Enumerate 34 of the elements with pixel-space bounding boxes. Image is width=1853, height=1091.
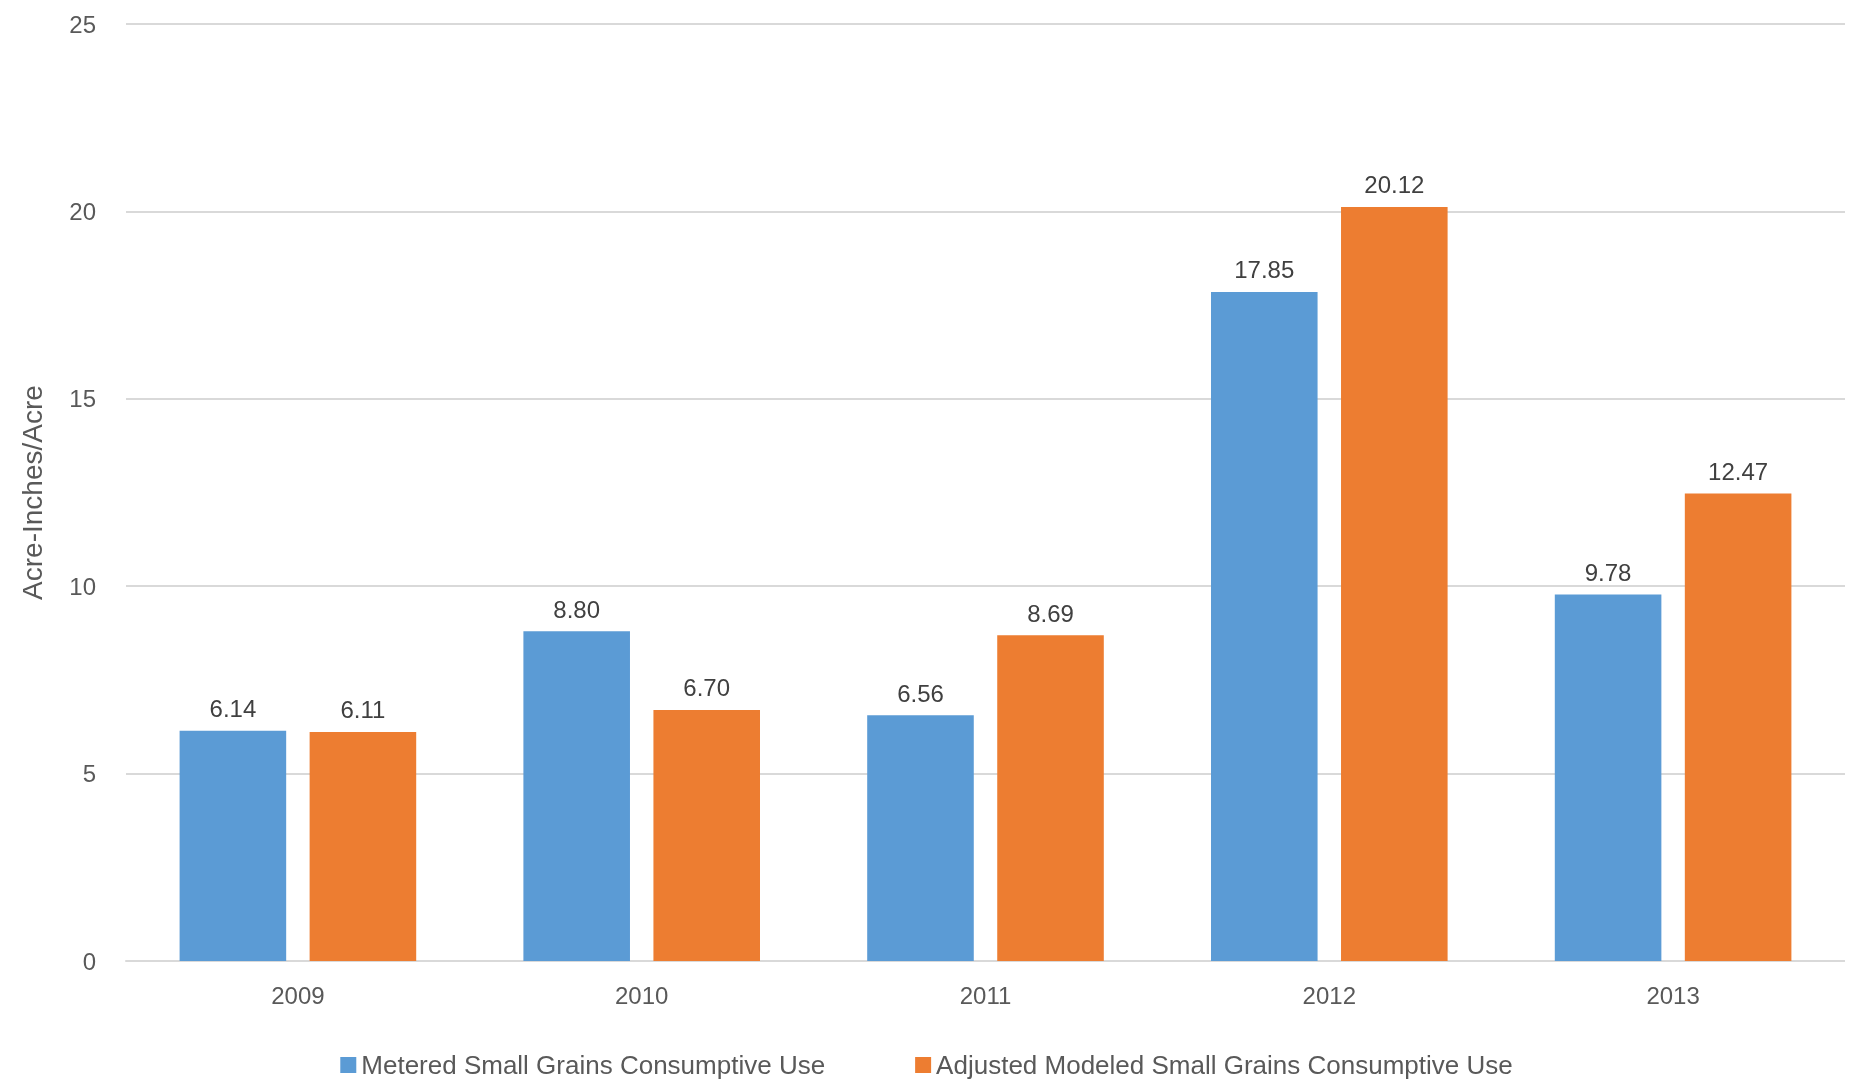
- data-label: 6.14: [209, 695, 257, 723]
- legend-label: Metered Small Grains Consumptive Use: [361, 1050, 826, 1080]
- bar: [179, 730, 287, 961]
- y-tick-label: 15: [69, 385, 96, 413]
- y-tick-label: 25: [69, 10, 96, 38]
- y-tick-label: 10: [69, 572, 96, 600]
- data-label: 9.78: [1584, 558, 1632, 586]
- data-label: 8.80: [553, 595, 601, 623]
- x-tick-label: 2010: [615, 981, 669, 1009]
- data-label: 6.11: [340, 696, 386, 724]
- bar: [1684, 493, 1792, 961]
- x-tick-label: 2011: [959, 981, 1012, 1009]
- y-tick-label: 20: [69, 197, 96, 225]
- bar: [1341, 206, 1448, 961]
- x-tick-label: 2013: [1646, 981, 1700, 1009]
- bar: [1211, 291, 1318, 961]
- bar: [1554, 594, 1662, 961]
- x-tick-label: 2009: [271, 981, 325, 1009]
- bar: [523, 631, 630, 961]
- data-label: 17.85: [1234, 256, 1295, 284]
- data-label: 6.56: [897, 679, 944, 707]
- bar: [653, 709, 760, 961]
- data-label: 6.70: [683, 674, 731, 702]
- legend-label: Adjusted Modeled Small Grains Consumptive Use: [936, 1050, 1513, 1080]
- x-tick-label: 2012: [1302, 981, 1356, 1009]
- bar: [309, 732, 417, 961]
- data-label: 8.69: [1027, 599, 1074, 627]
- y-axis-title: Acre-Inches/Acre: [16, 385, 48, 600]
- data-label: 12.47: [1708, 458, 1769, 486]
- data-label: 20.12: [1364, 171, 1425, 199]
- y-tick-label: 5: [82, 760, 96, 788]
- bar: [867, 715, 974, 961]
- y-tick-label: 0: [82, 947, 96, 975]
- bar: [997, 635, 1104, 961]
